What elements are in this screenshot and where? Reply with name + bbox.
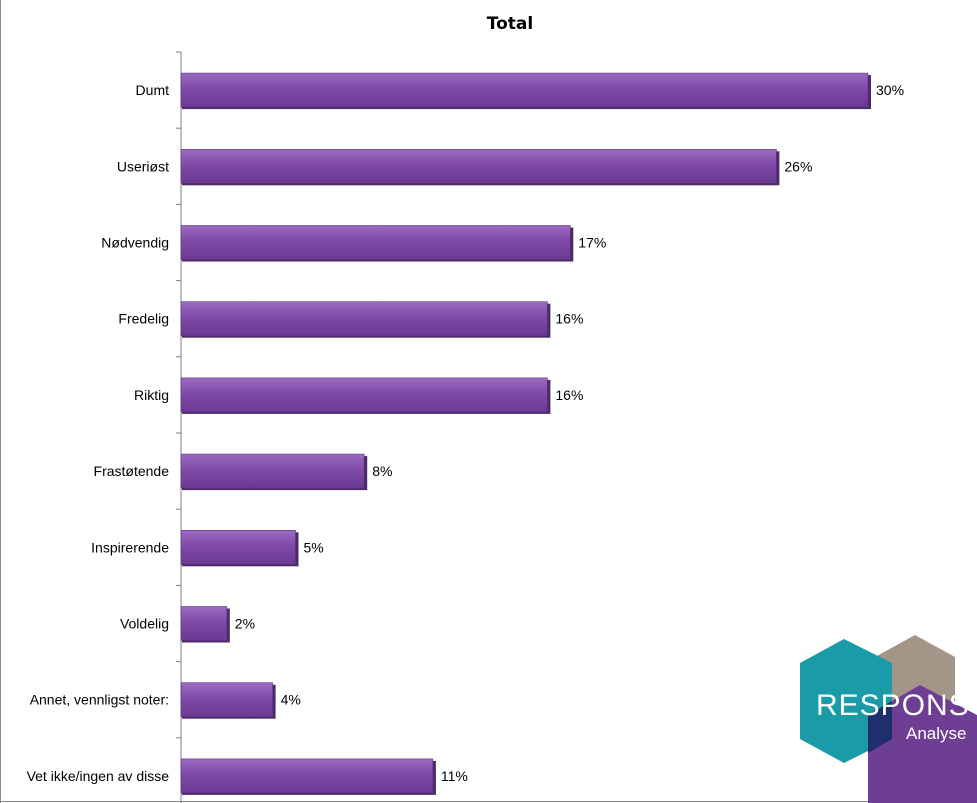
category-label: Inspirerende	[91, 539, 169, 555]
respons-analyse-logo: RESPONS Analyse	[800, 635, 977, 803]
bar	[180, 682, 273, 718]
category-label: Voldelig	[120, 616, 169, 632]
chart-title: Total	[486, 14, 534, 34]
bar	[180, 225, 571, 260]
data-label: 2%	[235, 616, 255, 632]
category-label: Riktig	[134, 387, 169, 403]
category-label: Annet, vennligst noter:	[30, 692, 169, 708]
data-label: 4%	[281, 692, 301, 708]
category-label: Nødvendig	[101, 235, 169, 251]
data-label: 5%	[304, 539, 324, 555]
data-label: 30%	[876, 82, 904, 98]
data-label: 16%	[555, 311, 583, 327]
logo-brand-text: RESPONS	[816, 689, 970, 722]
bar	[180, 758, 434, 794]
bar	[180, 72, 869, 108]
category-label: Frastøtende	[94, 463, 170, 479]
data-label: 11%	[441, 768, 468, 784]
bar	[180, 529, 296, 565]
plot-frame-bottom	[0, 801, 977, 802]
category-label: Vet ikke/ingen av disse	[27, 768, 170, 784]
plot-frame-left	[0, 0, 1, 803]
bar	[180, 606, 228, 641]
bar	[180, 453, 365, 489]
data-label: 8%	[372, 463, 392, 479]
category-label: Useriøst	[117, 158, 169, 174]
category-label: Fredelig	[118, 311, 169, 327]
logo-hex-overlap	[868, 701, 892, 753]
category-label: Dumt	[136, 82, 170, 98]
data-label: 16%	[555, 387, 583, 403]
data-label: 26%	[784, 158, 812, 174]
bar	[180, 149, 777, 184]
data-label: 17%	[578, 235, 606, 251]
logo-hex-purple	[868, 685, 977, 803]
bar	[180, 301, 548, 337]
bar	[180, 377, 548, 413]
logo-sub-text: Analyse	[906, 724, 966, 743]
